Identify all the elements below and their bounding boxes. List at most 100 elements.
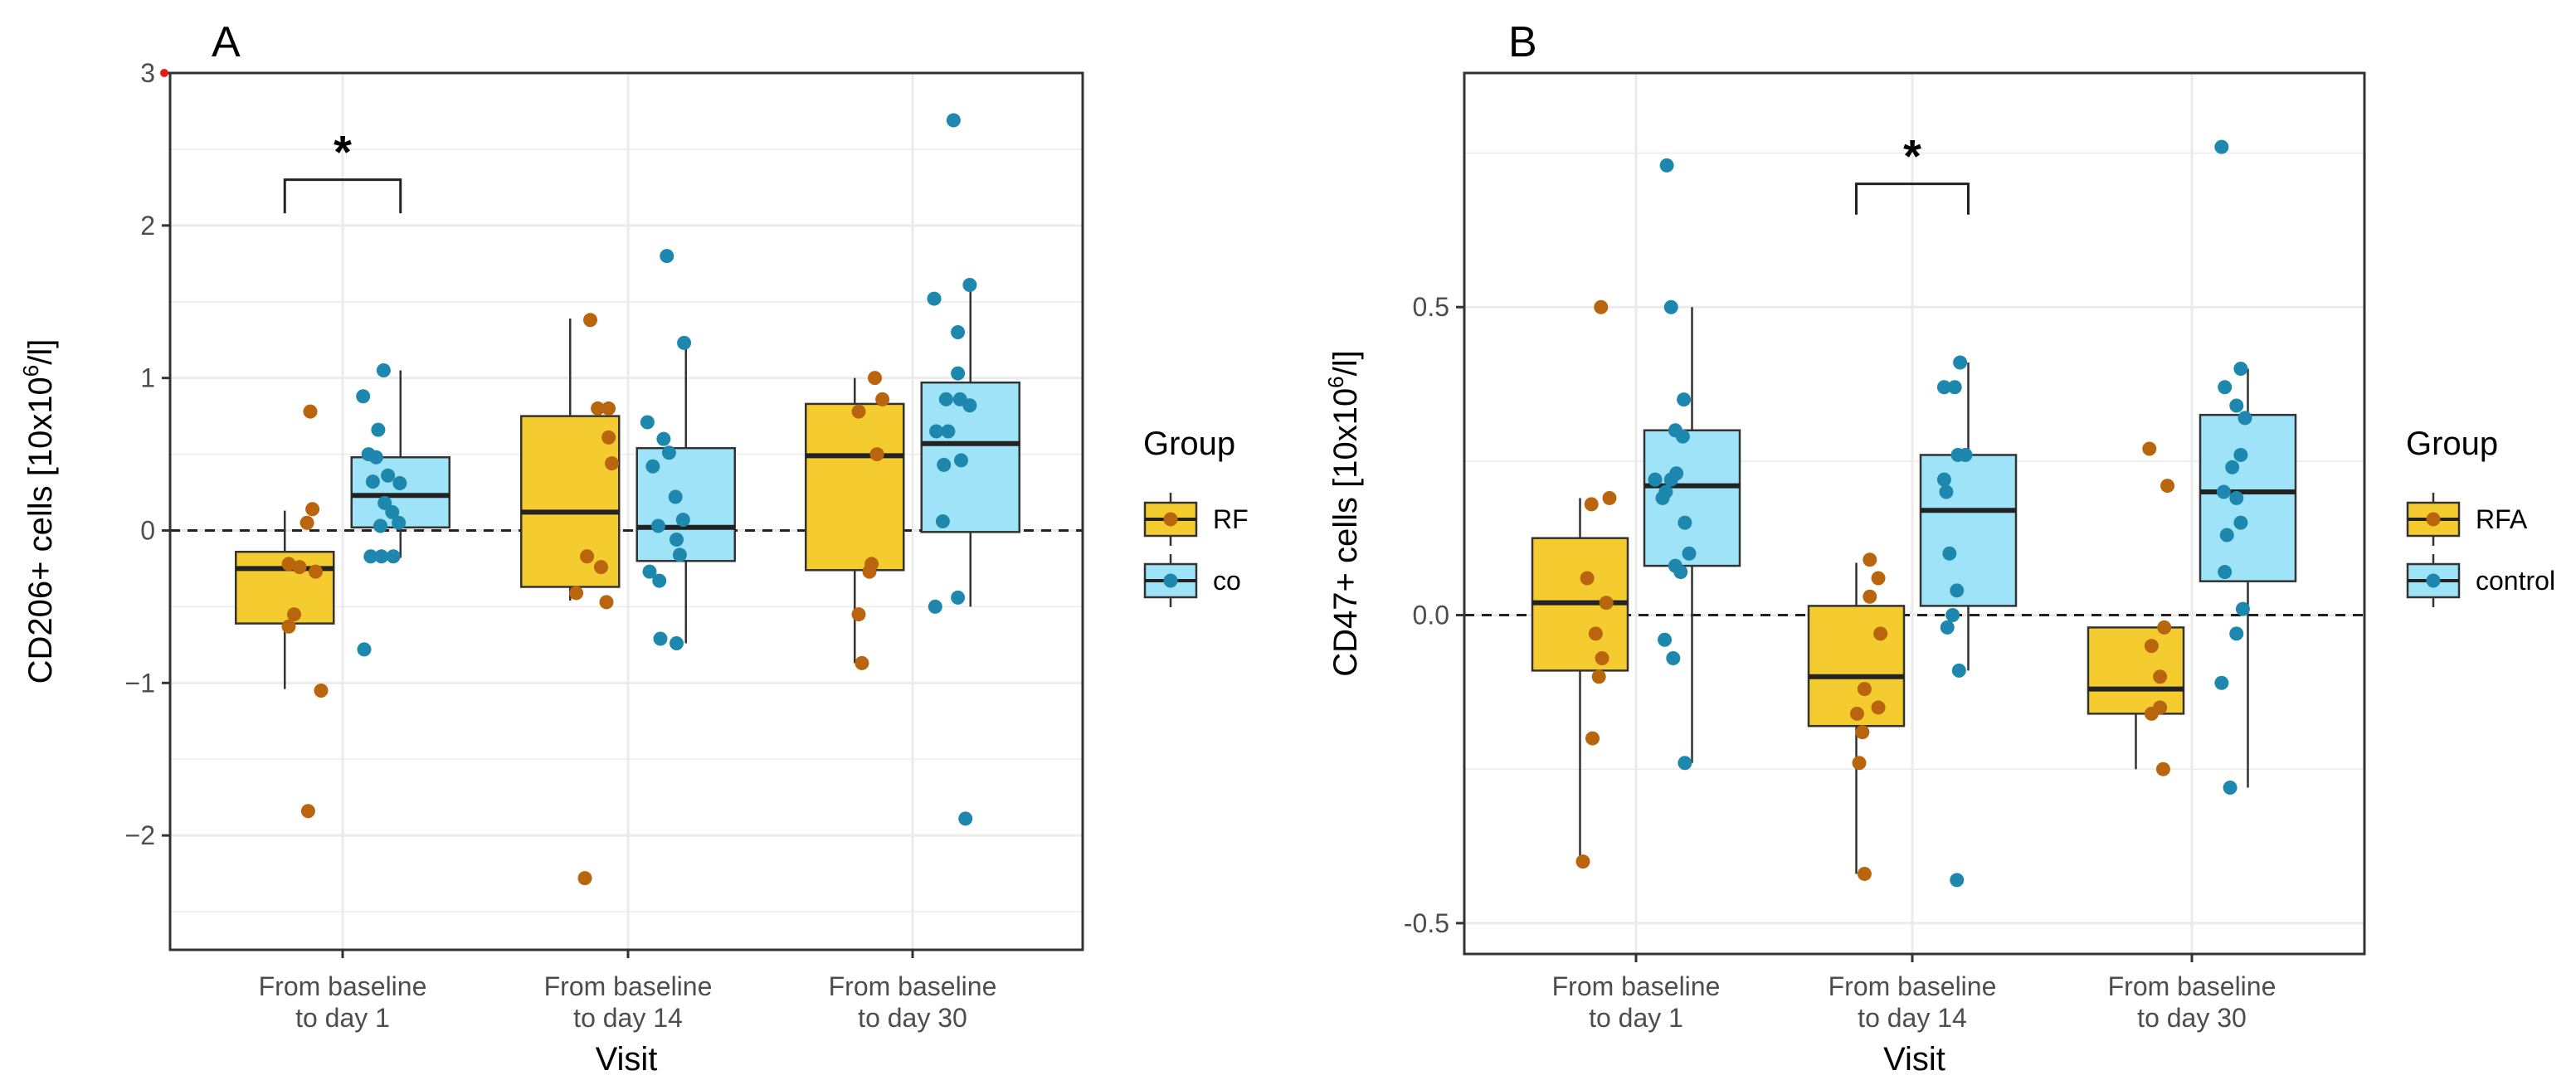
data-point-control bbox=[675, 513, 690, 528]
data-point-rfa bbox=[292, 560, 307, 575]
data-point-control bbox=[951, 590, 966, 605]
data-point-rfa bbox=[591, 401, 606, 416]
data-point-control bbox=[1673, 565, 1688, 580]
data-point-control bbox=[2229, 626, 2244, 641]
y-tick-label: 0.5 bbox=[1413, 292, 1449, 322]
data-point-control bbox=[1658, 632, 1673, 647]
significance-star: * bbox=[1903, 130, 1921, 182]
box-rfa bbox=[2087, 626, 2185, 715]
box-rfa bbox=[520, 415, 621, 588]
data-point-rfa bbox=[1591, 669, 1606, 684]
x-tick-label: From baseline to day 30 bbox=[829, 971, 997, 1033]
data-point-rfa bbox=[1595, 651, 1609, 666]
data-point-rfa bbox=[1855, 725, 1870, 740]
data-point-rfa bbox=[605, 456, 619, 471]
data-point-rfa bbox=[1575, 854, 1590, 869]
data-point-control bbox=[670, 533, 684, 547]
data-point-control bbox=[2219, 528, 2234, 543]
data-point-rfa bbox=[309, 564, 323, 579]
data-point-control bbox=[2233, 447, 2248, 462]
data-point-control bbox=[2235, 601, 2250, 616]
data-point-control bbox=[2216, 484, 2231, 499]
data-point-rfa bbox=[1863, 552, 1877, 567]
data-point-control bbox=[376, 363, 391, 377]
x-tick-label-line: to day 14 bbox=[1858, 1003, 1967, 1033]
x-tick-label: From baseline to day 14 bbox=[1829, 971, 1997, 1033]
data-point-rfa bbox=[1585, 731, 1600, 746]
red-marker bbox=[160, 69, 168, 77]
data-point-control bbox=[677, 335, 692, 350]
data-point-control bbox=[2225, 460, 2240, 474]
data-point-rfa bbox=[1602, 490, 1617, 505]
data-point-control bbox=[653, 631, 668, 646]
x-tick-label-line: From baseline bbox=[2108, 971, 2277, 1001]
data-point-control bbox=[363, 549, 378, 564]
x-tick-label-line: to day 1 bbox=[1589, 1003, 1683, 1033]
x-axis-title: Visit bbox=[1883, 1041, 1945, 1078]
data-point-control bbox=[1951, 663, 1966, 678]
y-tick-label: 2 bbox=[140, 211, 155, 241]
significance-bracket bbox=[1855, 182, 1970, 215]
data-point-control bbox=[937, 457, 952, 472]
data-point-rfa bbox=[287, 607, 301, 622]
data-point-control bbox=[1936, 472, 1951, 487]
data-point-rfa bbox=[2153, 669, 2168, 684]
data-point-control bbox=[642, 564, 657, 579]
data-point-rfa bbox=[594, 560, 608, 575]
data-point-control bbox=[668, 489, 683, 504]
data-point-control bbox=[2229, 398, 2244, 413]
data-point-control bbox=[954, 453, 968, 468]
data-point-control bbox=[371, 422, 386, 437]
data-point-rfa bbox=[1580, 571, 1595, 586]
data-point-rfa bbox=[2144, 639, 2159, 654]
data-point-control bbox=[951, 325, 966, 340]
data-point-control bbox=[1942, 546, 1957, 561]
data-point-control bbox=[670, 636, 684, 651]
data-point-rfa bbox=[1584, 497, 1599, 512]
data-point-control bbox=[2223, 780, 2238, 795]
data-point-control bbox=[381, 468, 396, 483]
y-tick-label: 3 bbox=[140, 58, 155, 88]
data-point-control bbox=[645, 459, 660, 474]
significance-bracket bbox=[283, 178, 402, 214]
data-point-control bbox=[1682, 546, 1697, 561]
panel-label: B bbox=[1508, 18, 1537, 66]
legend-entry-label: RF bbox=[1213, 504, 1249, 534]
data-point-control bbox=[1677, 392, 1692, 407]
box-control bbox=[350, 455, 450, 529]
data-point-control bbox=[1939, 484, 1954, 499]
data-point-rfa bbox=[2142, 441, 2157, 456]
x-tick-label: From baseline to day 30 bbox=[2108, 971, 2277, 1033]
data-point-control bbox=[2214, 675, 2229, 690]
data-point-rfa bbox=[314, 683, 329, 698]
data-point-control bbox=[650, 518, 665, 533]
data-point-rfa bbox=[601, 401, 616, 416]
legend: Group RF co bbox=[1143, 426, 1249, 607]
data-point-rfa bbox=[281, 557, 296, 572]
x-tick-label: From baseline to day 1 bbox=[259, 971, 427, 1033]
data-point-control bbox=[373, 518, 387, 533]
data-point-rfa bbox=[1599, 596, 1614, 611]
y-axis-title-part: /l] bbox=[1327, 350, 1364, 376]
data-point-control bbox=[1678, 756, 1692, 771]
data-point-control bbox=[2218, 565, 2233, 580]
data-point-rfa bbox=[599, 595, 614, 610]
data-point-control bbox=[927, 291, 942, 306]
data-point-control bbox=[386, 549, 401, 564]
data-point-rfa bbox=[2157, 620, 2172, 635]
data-point-rfa bbox=[1588, 626, 1603, 641]
x-tick-label-line: From baseline bbox=[544, 971, 713, 1001]
legend-key-point bbox=[1163, 512, 1178, 527]
data-point-rfa bbox=[2160, 479, 2175, 494]
data-point-rfa bbox=[300, 804, 315, 819]
y-axis-title: CD206+ cells [10x106/l] bbox=[18, 339, 59, 684]
data-point-control bbox=[365, 474, 380, 489]
data-point-control bbox=[672, 547, 687, 562]
data-point-rfa bbox=[580, 549, 595, 564]
y-tick-label: 0 bbox=[140, 515, 155, 545]
data-point-rfa bbox=[855, 655, 869, 670]
data-point-control bbox=[1950, 583, 1965, 598]
box-control bbox=[2199, 413, 2297, 582]
x-tick-label-line: to day 30 bbox=[2137, 1003, 2247, 1033]
